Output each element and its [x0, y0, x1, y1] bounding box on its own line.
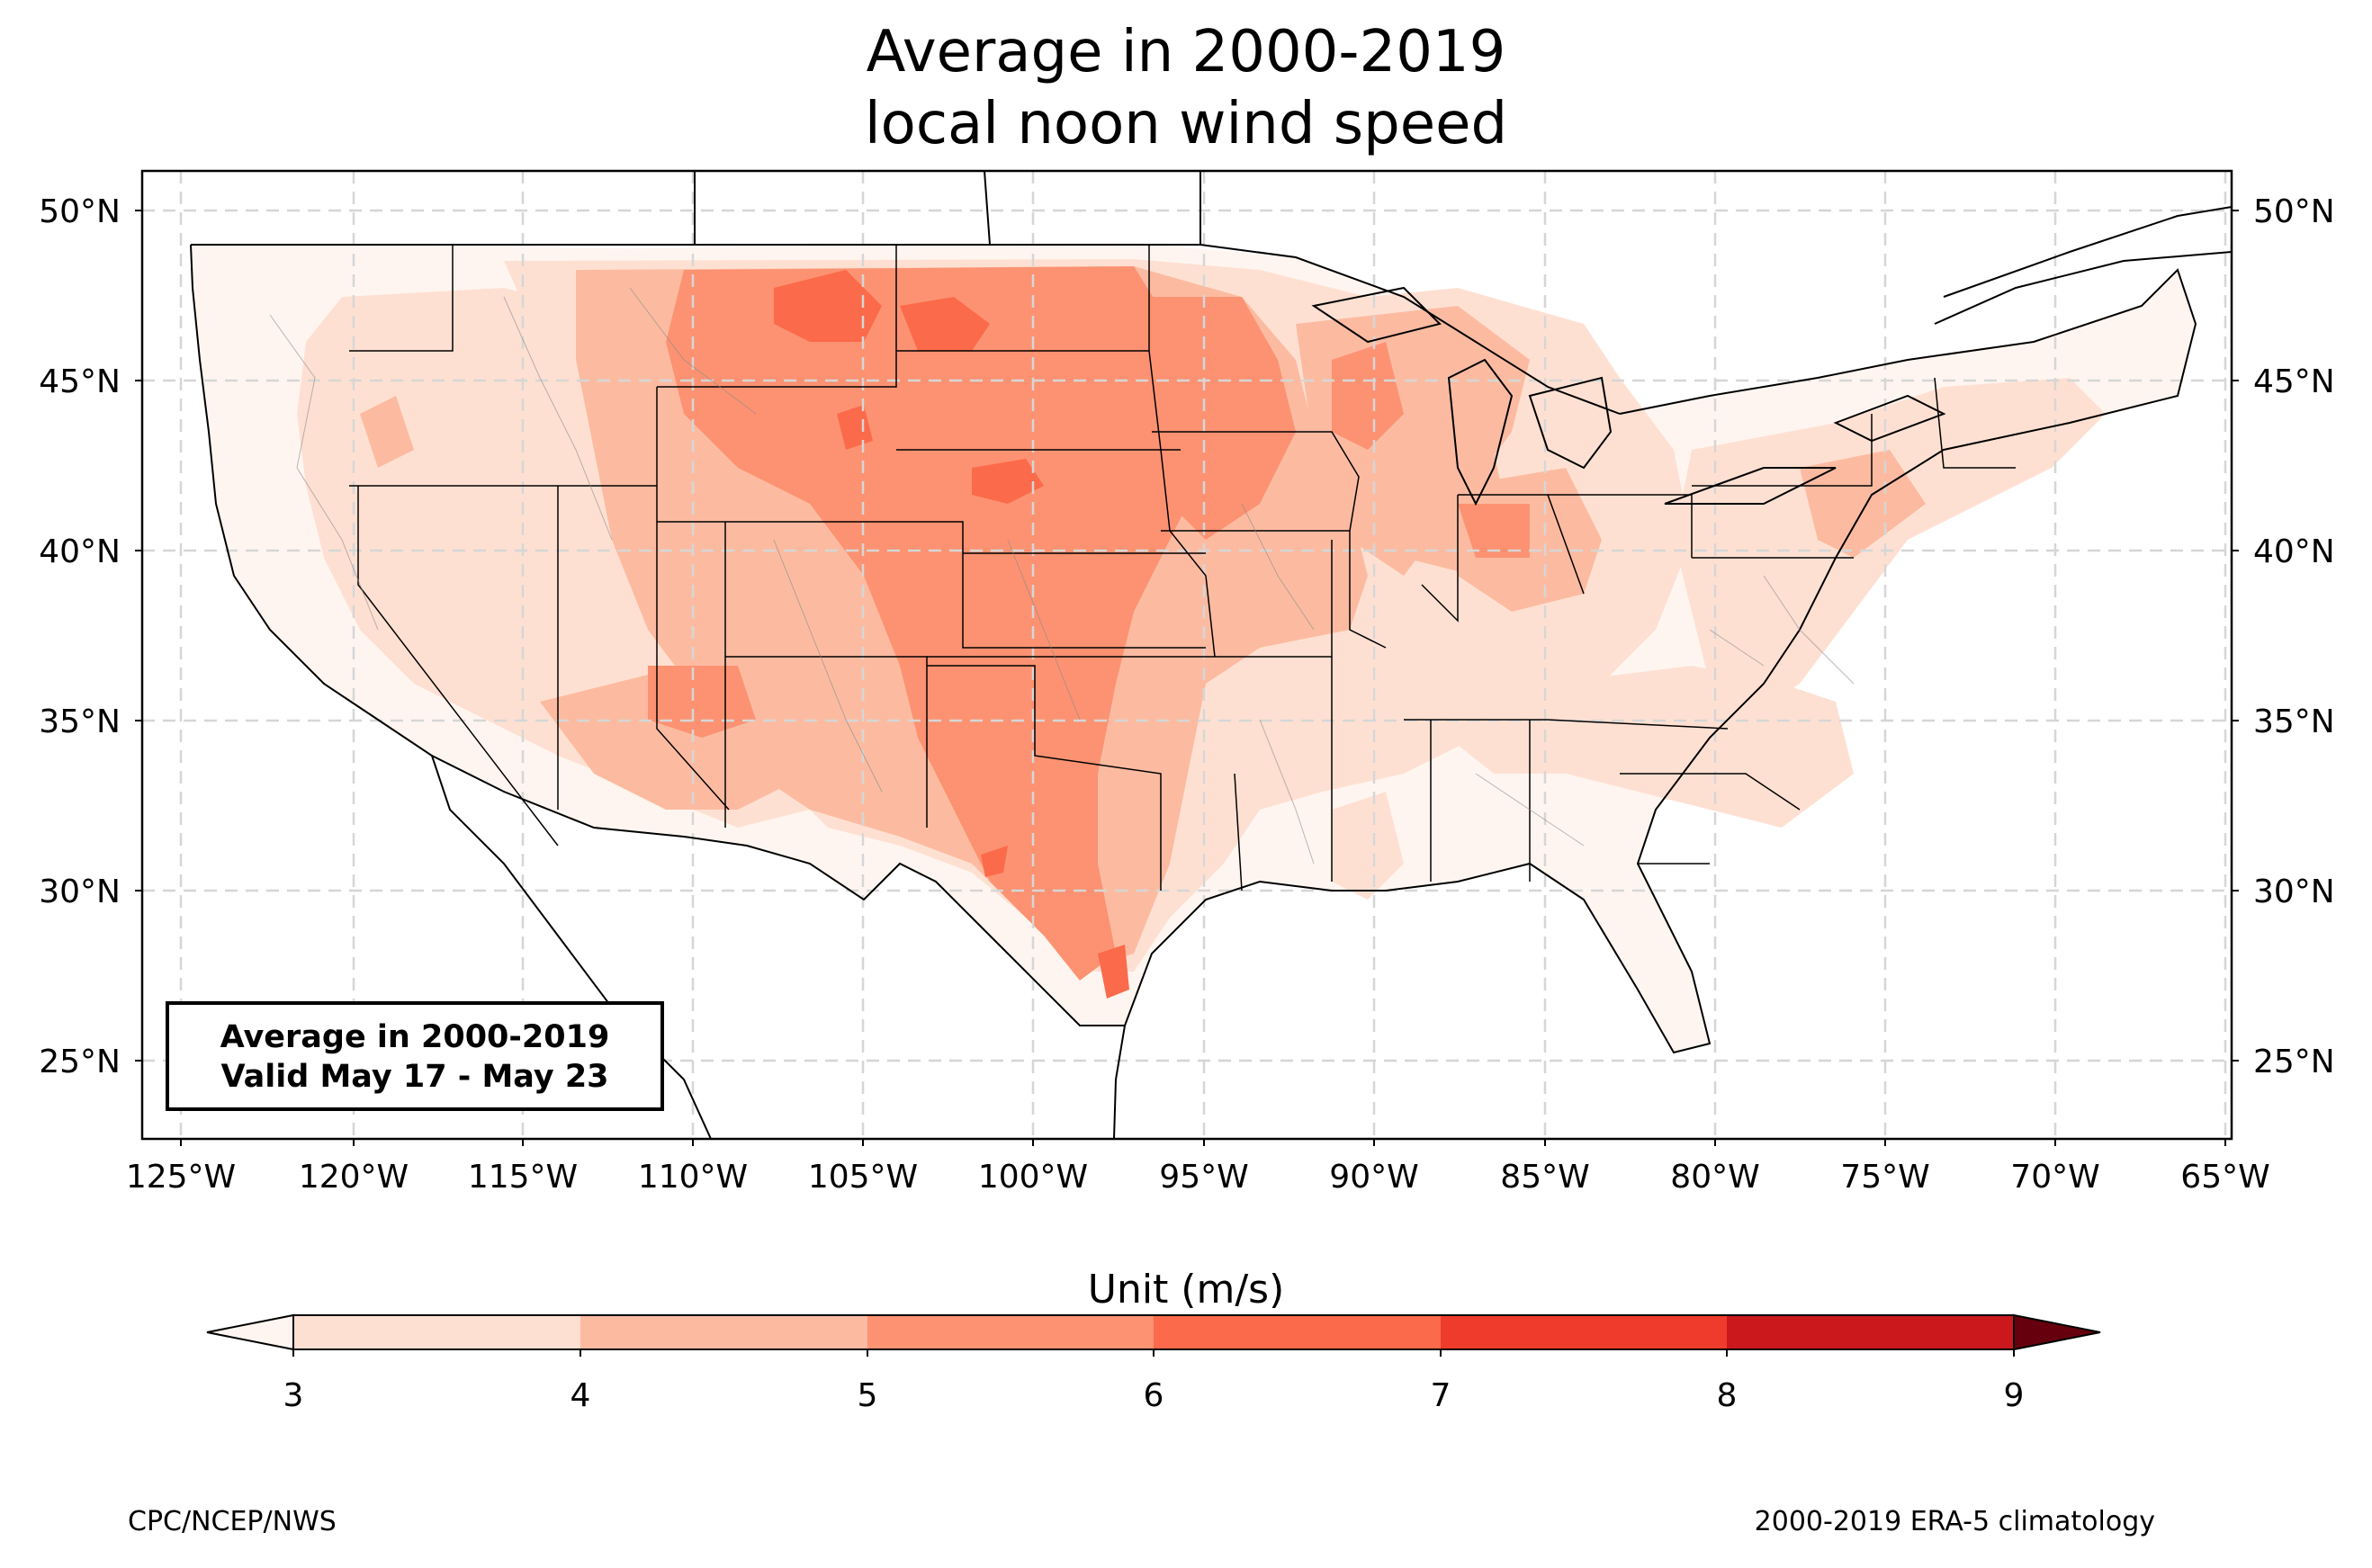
- lat-label: 30°N: [39, 874, 121, 910]
- axis-tick-marks: [135, 210, 2239, 1146]
- colorbar-tick-label: 4: [571, 1377, 591, 1414]
- colorbar-ticks: [292, 1349, 2015, 1357]
- footer-climatology: 2000-2019 ERA-5 climatology: [1754, 1506, 2155, 1537]
- coastline-borders: [190, 171, 2232, 1139]
- lat-label: 40°N: [39, 533, 121, 570]
- valid-period-box: Average in 2000-2019 Valid May 17 - May …: [166, 1001, 664, 1111]
- lat-label: 45°N: [2253, 363, 2335, 400]
- lon-label: 95°W: [1159, 1159, 1248, 1196]
- lon-label: 65°W: [2180, 1159, 2269, 1196]
- class-5-6-regions: [648, 266, 1530, 981]
- colorbar-segment: [1727, 1315, 2014, 1349]
- county-boundaries: [269, 287, 1855, 865]
- lon-label: 80°W: [1670, 1159, 1759, 1196]
- lat-label: 25°N: [2253, 1044, 2335, 1080]
- lon-label: 115°W: [468, 1159, 578, 1196]
- colorbar-segment: [1441, 1315, 1727, 1349]
- valid-period-line2: Valid May 17 - May 23: [220, 1059, 609, 1095]
- colorbar-segment: [1154, 1315, 1441, 1349]
- lon-label: 75°W: [1840, 1159, 1929, 1196]
- colorbar-tick-label: 8: [1717, 1377, 1738, 1414]
- state-borders: [349, 245, 2016, 892]
- lon-label: 120°W: [299, 1159, 409, 1196]
- colorbar-segment: [580, 1315, 867, 1349]
- lat-label: 35°N: [39, 703, 121, 740]
- map-frame: [140, 169, 2233, 1141]
- map-title-line1: Average in 2000-2019: [866, 19, 1506, 85]
- colorbar-over-triangle: [2013, 1313, 2101, 1351]
- graticule: [142, 171, 2232, 1139]
- map-content: [142, 171, 2232, 1139]
- colorbar-tick-label: 5: [858, 1377, 878, 1414]
- lon-label: 85°W: [1500, 1159, 1589, 1196]
- lat-label: 25°N: [39, 1044, 121, 1080]
- colorbar-tick-label: 6: [1144, 1377, 1164, 1414]
- lon-label: 70°W: [2010, 1159, 2099, 1196]
- lat-label: 30°N: [2253, 874, 2335, 910]
- map-title-line2: local noon wind speed: [864, 91, 1508, 157]
- colorbar-segment: [867, 1315, 1154, 1349]
- lat-label: 45°N: [39, 363, 121, 400]
- class-6-7-regions: [774, 270, 1129, 999]
- lat-label: 50°N: [2253, 193, 2335, 230]
- colorbar-tick-label: 7: [1431, 1377, 1451, 1414]
- lon-label: 110°W: [638, 1159, 748, 1196]
- colorbar-tick-label: 9: [2004, 1377, 2025, 1414]
- lat-label: 50°N: [39, 193, 121, 230]
- colorbar-label: Unit (m/s): [1087, 1267, 1285, 1313]
- lon-tick-labels: 125°W 120°W 115°W 110°W 105°W 100°W 95°W…: [126, 1159, 2270, 1196]
- lat-tick-labels-left: 50°N 45°N 40°N 35°N 30°N 25°N: [39, 193, 121, 1080]
- lat-label: 35°N: [2253, 703, 2335, 740]
- footer-source: CPC/NCEP/NWS: [128, 1506, 337, 1537]
- lat-tick-labels-right: 50°N 45°N 40°N 35°N 30°N 25°N: [2253, 193, 2335, 1080]
- lon-label: 90°W: [1329, 1159, 1418, 1196]
- lon-label: 125°W: [126, 1159, 236, 1196]
- colorbar: 3 4 5 6 7 8 9: [206, 1313, 2101, 1414]
- colorbar-under-triangle: [206, 1313, 294, 1351]
- valid-period-line1: Average in 2000-2019: [220, 1019, 610, 1055]
- lat-label: 40°N: [2253, 533, 2335, 570]
- lon-label: 105°W: [808, 1159, 918, 1196]
- colorbar-segment: [293, 1315, 580, 1349]
- lon-label: 100°W: [978, 1159, 1088, 1196]
- colorbar-tick-label: 3: [283, 1377, 304, 1414]
